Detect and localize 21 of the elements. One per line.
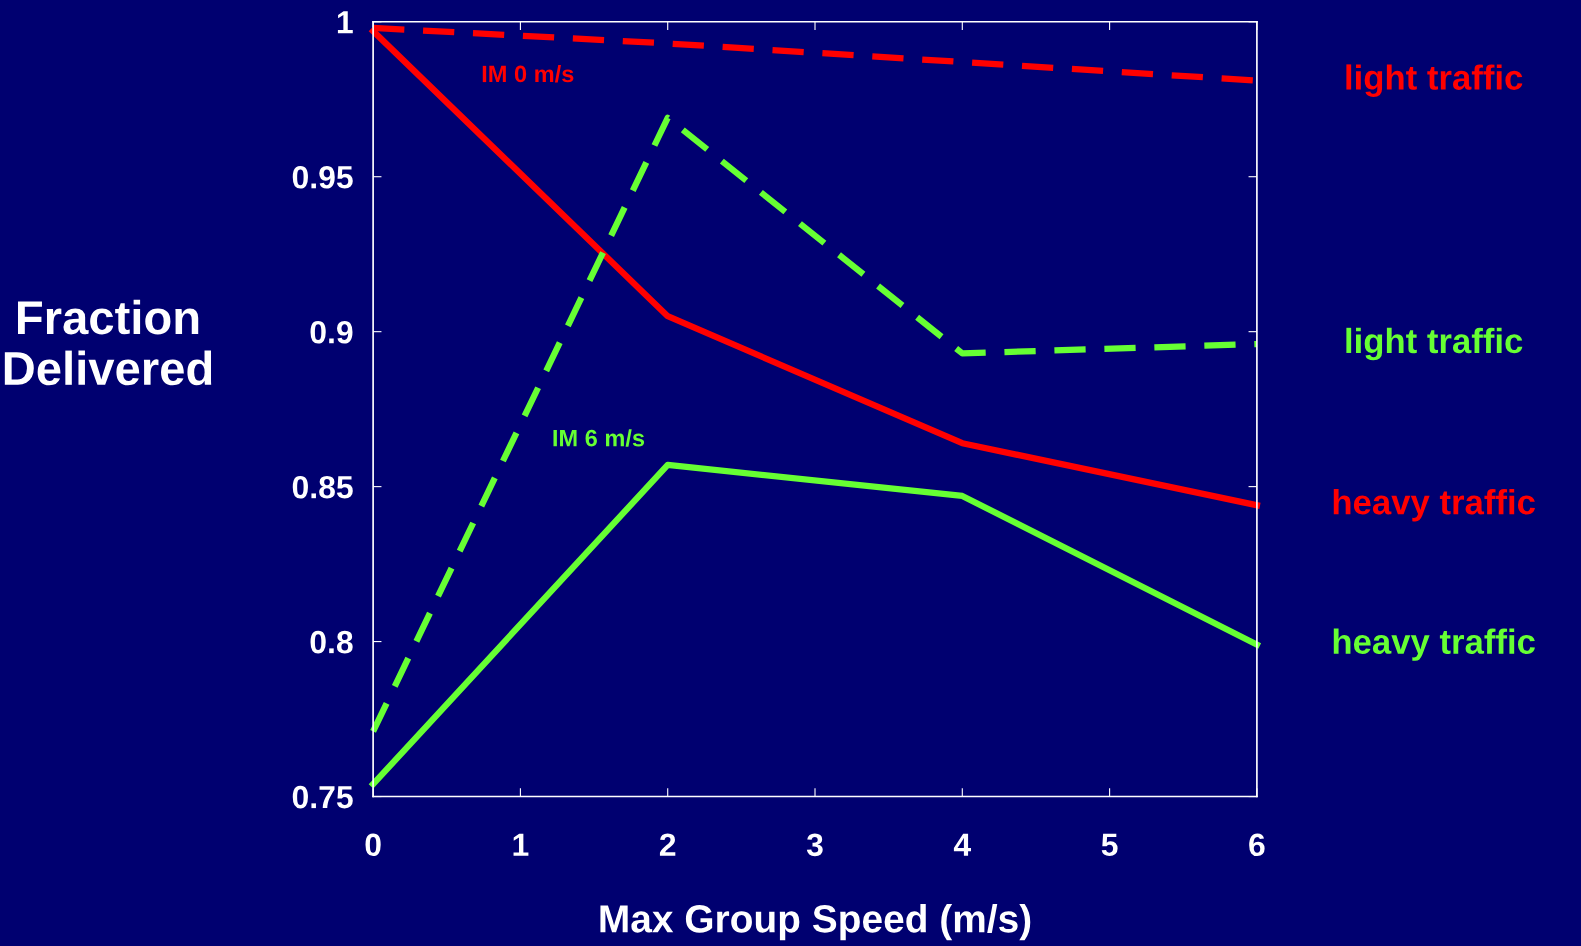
x-tick-label: 2: [659, 833, 676, 856]
x-tick-label: 6: [1249, 833, 1265, 857]
text: light traffic: [1346, 64, 1523, 97]
x-axis-title: Max Group Speed (m/s): [600, 904, 1031, 941]
y-tick-label: 0.8: [310, 630, 353, 654]
y-tick-label: 0.95: [292, 165, 353, 189]
y-tick-label: 0.75: [292, 785, 353, 809]
text: light traffic: [1346, 327, 1523, 361]
x-tick-label: 4: [953, 833, 972, 856]
y-axis-title: Fraction Delivered: [4, 299, 212, 386]
text: heavy traffic: [1333, 628, 1535, 661]
y-tick-label: 0.9: [310, 320, 353, 344]
x-tick-label: 5: [1101, 833, 1118, 857]
x-tick-label: 1: [513, 833, 529, 856]
annotation: IM 6 m/s: [553, 429, 645, 447]
x-tick-label: 0: [365, 833, 381, 857]
y-tick-label: 1: [337, 11, 353, 34]
x-tick-label: 3: [806, 833, 823, 857]
text: heavy traffic: [1333, 489, 1535, 522]
y-tick-label: 0.85: [292, 475, 353, 499]
annotation: IM 0 m/s: [482, 64, 574, 83]
